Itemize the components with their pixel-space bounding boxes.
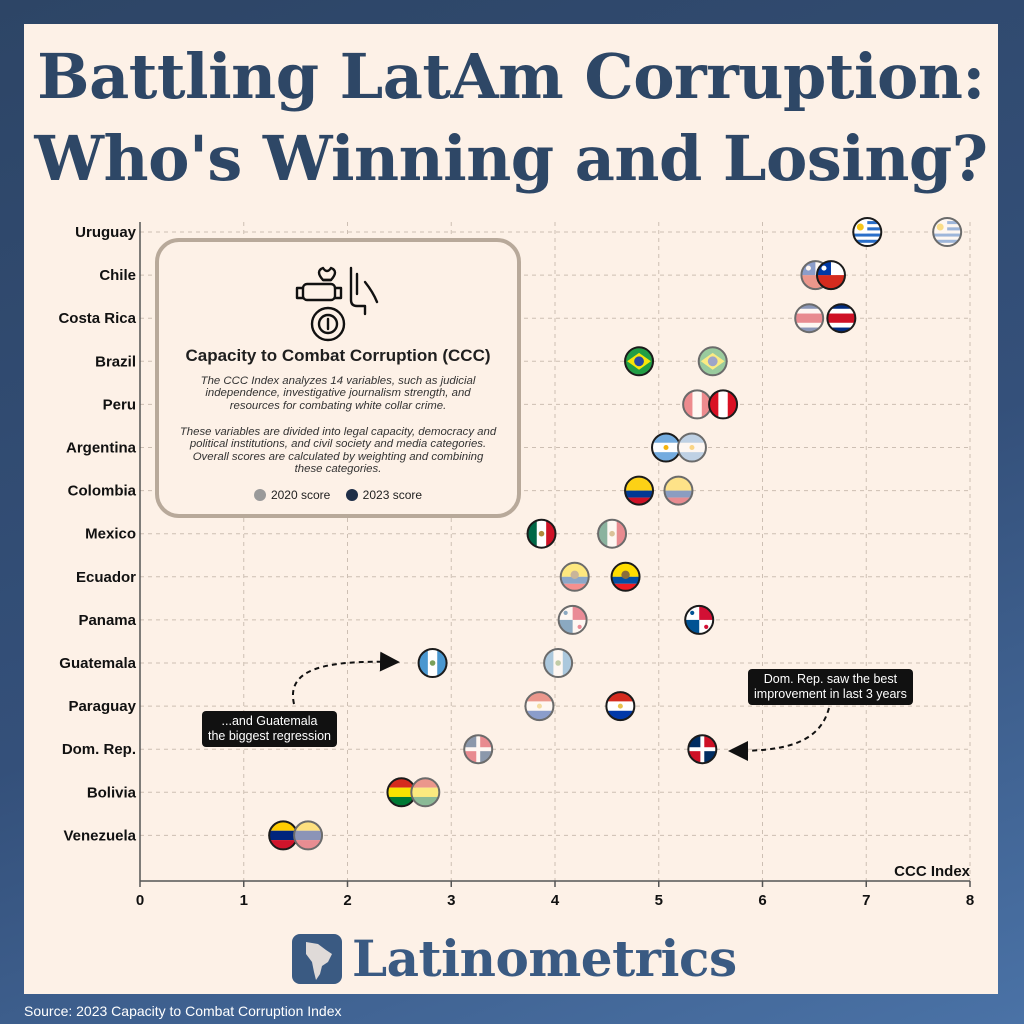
legend-key-2020: 2020 score [253,488,331,502]
marker-2023-chile [815,260,846,291]
marker-2023-argentina [651,432,682,463]
marker-2023-guatemala [417,648,448,678]
title-line-1: Battling LatAm Corruption: [37,40,985,113]
marker-2020-mexico [597,518,628,549]
legend-paragraph-2: These variables are divided into legal c… [179,426,497,476]
marker-2023-peru [708,389,739,420]
category-label: Venezuela [63,827,136,844]
annotation-dom-rep: Dom. Rep. saw the best improvement in la… [748,669,913,705]
navy-dot-icon [345,489,358,501]
category-label: Chile [99,267,136,284]
marker-2020-venezuela [293,820,324,851]
source-note: Source: 2023 Capacity to Combat Corrupti… [24,1003,342,1019]
annotation-dom-rep-line-1: Dom. Rep. saw the best [763,672,898,686]
gray-dot-icon [253,489,266,501]
marker-2020-bolivia [410,777,441,808]
legend-keys: 2020 score 2023 score [159,488,517,504]
arrow-left [291,651,400,705]
annotation-guatemala-line-2: the biggest regression [208,729,331,743]
arrow-right [728,707,830,761]
marker-2023-ecuador [610,561,641,592]
category-label: Argentina [66,440,137,457]
annotation-dom-rep-line-2: improvement in last 3 years [754,687,907,701]
marker-2020-peru [682,389,713,420]
category-label: Guatemala [59,655,136,672]
marker-2020-argentina [676,432,707,463]
x-tick-label: 2 [343,892,351,909]
marker-2020-panama [557,604,588,635]
category-label: Panama [78,612,136,629]
x-tick-label: 0 [136,892,144,909]
marker-2020-guatemala [543,648,574,678]
x-tick-label: 8 [966,892,974,909]
category-label: Brazil [95,353,136,370]
x-tick-label: 5 [655,892,663,909]
x-tick-label: 7 [862,892,870,909]
category-label: Bolivia [87,784,137,801]
category-label: Dom. Rep. [62,741,136,758]
marker-2020-colombia [663,475,694,506]
category-label: Colombia [68,483,137,500]
legend-key-2020-label: 2020 score [270,488,331,502]
x-tick-label: 3 [447,892,455,909]
category-label: Mexico [85,526,136,543]
x-tick-label: 4 [551,892,560,909]
marker-2023-mexico [526,518,557,549]
marker-2023-brazil [624,346,655,377]
marker-2023-panama [684,604,715,635]
x-axis-label: CCC Index [894,863,971,880]
marker-2023-costa-rica [826,303,857,334]
latam-map-icon [292,934,342,984]
category-label: Peru [103,396,136,413]
anti-bribery-icon [295,266,379,342]
category-label: Costa Rica [58,310,136,327]
marker-2023-venezuela [268,820,299,851]
x-tick-label: 6 [758,892,766,909]
brand-logo: Latinometrics [292,934,737,984]
x-tick-label: 1 [240,892,248,909]
category-label: Ecuador [76,569,136,586]
legend-key-2023-label: 2023 score [362,488,423,502]
brand-name: Latinometrics [352,929,737,988]
title-line-2: Who's Winning and Losing? [34,122,988,195]
category-label: Uruguay [75,224,137,241]
marker-2023-dom-rep [687,734,718,765]
scatter-chart: Uruguay Chile Costa Rica Brazil Peru Argentin… [58,217,974,909]
marker-2020-paraguay [524,691,555,722]
marker-2020-uruguay [932,217,963,247]
annotation-guatemala-line-1: ...and Guatemala [221,714,318,728]
legend-box: Capacity to Combat Corruption (CCC) The … [155,238,521,518]
legend-paragraph-1: The CCC Index analyzes 14 variables, suc… [200,375,476,412]
marker-2023-colombia [624,475,655,506]
marker-2023-paraguay [605,691,636,722]
legend-key-2023: 2023 score [345,488,423,502]
marker-2023-uruguay [852,217,883,247]
marker-2020-dom-rep [463,734,494,765]
infographic-card: Battling LatAm Corruption: Who's Winning… [24,24,998,994]
legend-title: Capacity to Combat Corruption (CCC) [185,346,491,365]
annotation-guatemala: ...and Guatemala the biggest regression [202,711,337,747]
category-label: Paraguay [68,698,136,715]
marker-2020-ecuador [559,561,590,592]
marker-2020-costa-rica [794,303,825,334]
marker-2020-brazil [697,346,728,377]
